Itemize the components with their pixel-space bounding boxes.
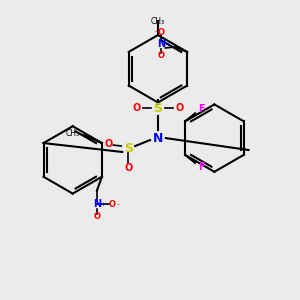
Text: S: S: [124, 142, 133, 154]
Text: O: O: [158, 51, 165, 60]
Text: S: S: [153, 102, 162, 115]
Text: N: N: [157, 39, 165, 49]
Text: O: O: [93, 212, 100, 221]
Text: N: N: [153, 132, 163, 145]
Text: O: O: [104, 139, 112, 149]
Text: +: +: [165, 42, 170, 47]
Text: N: N: [93, 200, 101, 209]
Text: CH₃: CH₃: [151, 17, 165, 26]
Text: O: O: [158, 28, 165, 37]
Text: CH₃: CH₃: [66, 129, 80, 138]
Text: O: O: [124, 163, 132, 173]
Text: F: F: [198, 104, 204, 114]
Text: -: -: [155, 28, 158, 34]
Text: O: O: [176, 103, 184, 113]
Text: O: O: [132, 103, 140, 113]
Text: O: O: [108, 200, 115, 209]
Text: +: +: [100, 202, 105, 208]
Text: -: -: [117, 202, 119, 208]
Text: F: F: [198, 162, 204, 172]
